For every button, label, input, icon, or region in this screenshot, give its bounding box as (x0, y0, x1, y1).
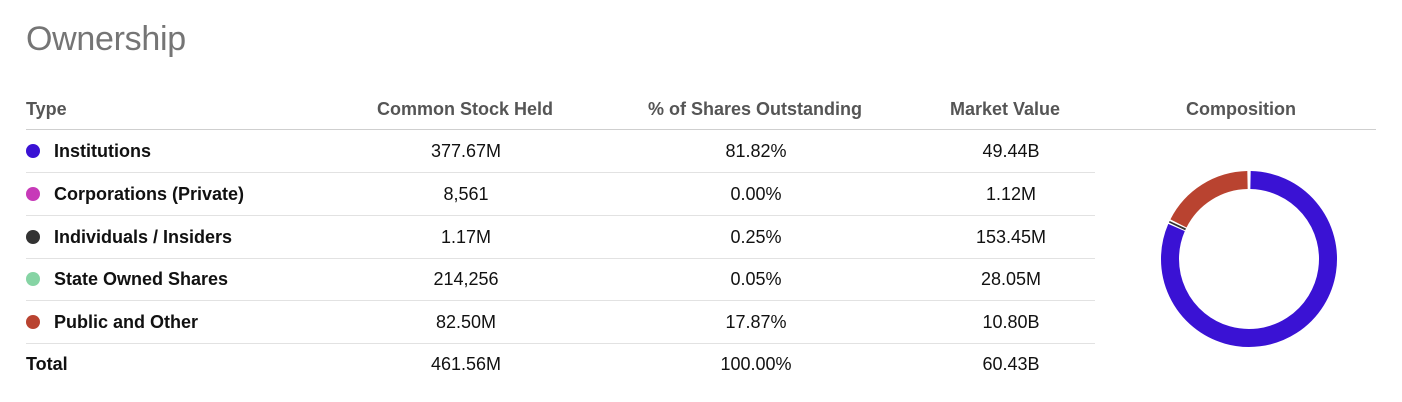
donut-segment-individuals-insiders (1168, 221, 1187, 231)
header-common-stock-held: Common Stock Held (376, 99, 554, 119)
row-type-label: State Owned Shares (54, 269, 229, 289)
row-type-label: Corporations (Private) (54, 184, 245, 204)
table-row: Corporations (Private) 8,561 0.00% 1.12M (26, 173, 1095, 215)
row-common-stock: 377.67M (430, 141, 502, 161)
row-common-stock: 8,561 (443, 184, 489, 204)
row-common-stock: 214,256 (433, 269, 499, 289)
row-divider (26, 343, 1095, 344)
legend-dot-institutions (26, 143, 40, 158)
row-type: Public and Other (26, 301, 198, 343)
row-type: State Owned Shares (26, 258, 228, 300)
row-type: Institutions (26, 130, 151, 172)
legend-dot-individuals (26, 229, 40, 244)
header-type: Type (26, 99, 67, 119)
page-title: Ownership (26, 20, 186, 58)
row-market-value: 28.05M (980, 269, 1042, 289)
row-market-value: 1.12M (985, 184, 1037, 204)
row-divider (26, 300, 1095, 301)
row-type-label: Institutions (54, 141, 151, 161)
header-divider (26, 129, 1376, 130)
row-common-stock: 82.50M (435, 312, 497, 332)
row-type: Individuals / Insiders (26, 216, 232, 258)
table-row: State Owned Shares 214,256 0.05% 28.05M (26, 258, 1095, 300)
header-percent-shares-outstanding: % of Shares Outstanding (647, 99, 863, 119)
row-divider (26, 215, 1095, 216)
legend-dot-corporations (26, 186, 40, 201)
legend-dot-public (26, 314, 40, 329)
row-divider (26, 172, 1095, 173)
header-market-value: Market Value (949, 99, 1061, 119)
row-percent: 0.25% (730, 227, 782, 247)
row-market-value: 10.80B (982, 312, 1040, 332)
total-row: Total 461.56M 100.00% 60.43B (26, 343, 1095, 385)
row-common-stock: 1.17M (440, 227, 492, 247)
row-type-label: Individuals / Insiders (54, 227, 233, 247)
total-market-value: 60.43B (982, 354, 1040, 374)
donut-segment-public-and-other (1170, 171, 1248, 228)
row-percent: 0.05% (730, 269, 782, 289)
table-row: Institutions 377.67M 81.82% 49.44B (26, 130, 1095, 172)
composition-donut-chart (1161, 171, 1337, 347)
donut-segment-institutions (1161, 171, 1337, 347)
row-percent: 17.87% (725, 312, 787, 332)
table-row: Public and Other 82.50M 17.87% 10.80B (26, 301, 1095, 343)
row-type: Corporations (Private) (26, 173, 244, 215)
row-market-value: 153.45M (975, 227, 1047, 247)
total-label: Total (26, 354, 68, 374)
row-percent: 81.82% (725, 141, 787, 161)
row-type-label: Public and Other (54, 312, 199, 332)
header-composition: Composition (1186, 99, 1296, 119)
row-divider (26, 258, 1095, 259)
row-percent: 0.00% (730, 184, 782, 204)
legend-dot-state-owned (26, 271, 40, 286)
row-market-value: 49.44B (982, 141, 1040, 161)
total-percent: 100.00% (720, 354, 792, 374)
table-row: Individuals / Insiders 1.17M 0.25% 153.4… (26, 216, 1095, 258)
total-common-stock: 461.56M (430, 354, 502, 374)
